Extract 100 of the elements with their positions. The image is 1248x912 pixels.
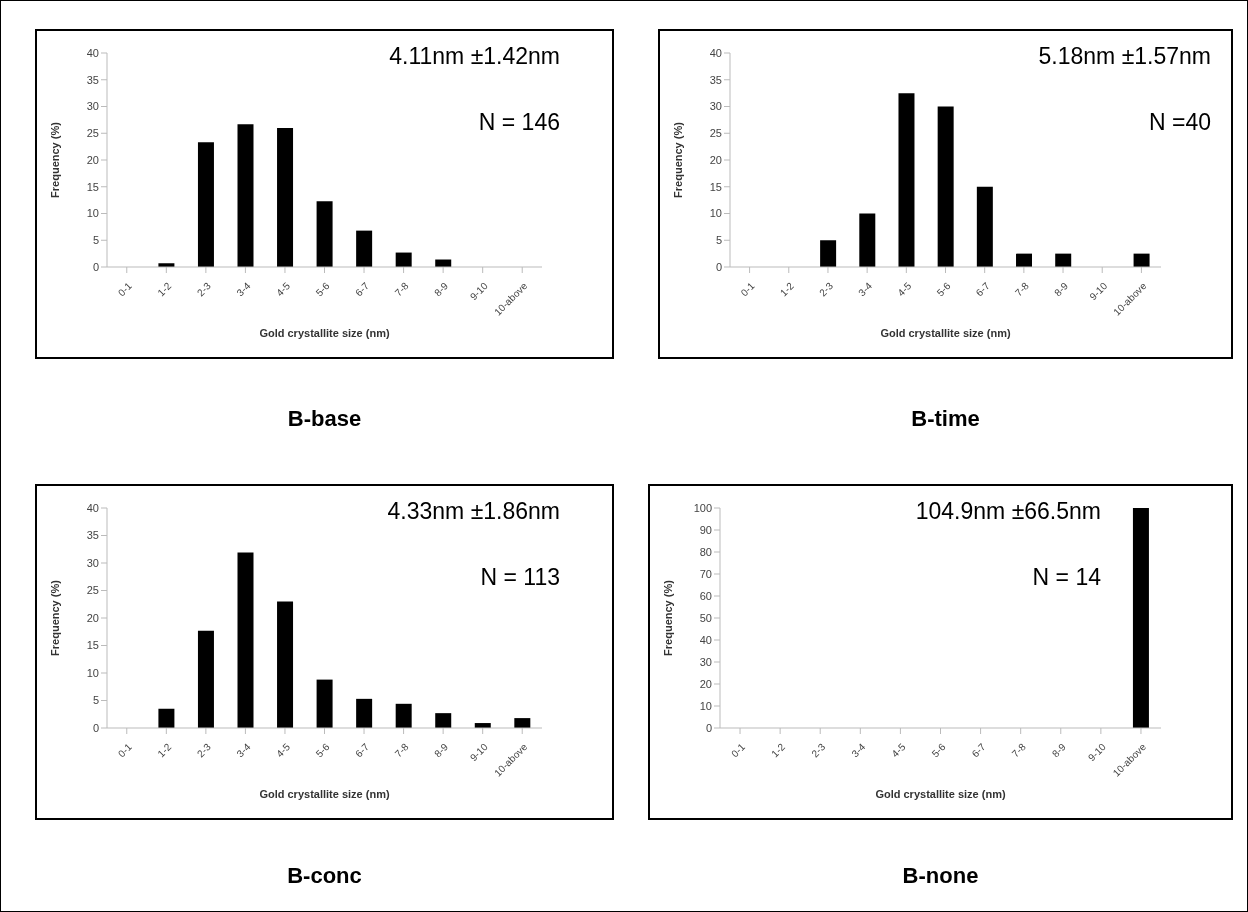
y-tick-label: 35	[709, 73, 722, 86]
y-tick-label: 15	[86, 180, 99, 193]
y-tick-label: 0	[92, 260, 99, 273]
x-axis-title: Gold crystallite size (nm)	[259, 327, 390, 339]
x-tick-label: 5-6	[929, 740, 948, 760]
y-tick-label: 20	[86, 153, 99, 166]
x-tick-label: 1-2	[155, 279, 174, 299]
bar	[237, 124, 254, 267]
x-tick-label: 7-8	[1009, 740, 1029, 760]
y-tick-label: 40	[86, 46, 99, 59]
x-tick-label: 5-6	[313, 740, 332, 760]
y-tick-label: 40	[86, 501, 99, 514]
x-tick-label: 3-4	[234, 740, 253, 760]
y-tick-label: 15	[86, 639, 99, 652]
bar	[395, 252, 412, 267]
x-tick-label: 1-2	[769, 740, 788, 760]
bar	[859, 213, 876, 267]
x-tick-label: 5-6	[313, 279, 332, 299]
x-tick-label: 7-8	[392, 279, 411, 299]
x-tick-label: 4-5	[889, 740, 908, 760]
y-tick-label: 30	[699, 655, 712, 668]
annotation: N = 14	[1032, 564, 1101, 591]
x-tick-label: 6-7	[969, 740, 988, 760]
y-axis-title: Frequency (%)	[48, 121, 61, 198]
y-tick-label: 90	[699, 523, 712, 536]
y-tick-label: 25	[86, 127, 99, 140]
bar	[316, 679, 333, 728]
y-tick-label: 15	[709, 180, 722, 193]
bar	[395, 703, 412, 728]
x-tick-label: 3-4	[849, 740, 868, 760]
x-tick-label: 9-10	[467, 279, 491, 303]
y-tick-label: 35	[86, 529, 99, 542]
y-tick-label: 20	[699, 677, 712, 690]
x-tick-label: 9-10	[1086, 740, 1109, 764]
y-tick-label: 10	[86, 207, 99, 220]
y-tick-label: 35	[86, 73, 99, 86]
y-tick-label: 0	[92, 721, 99, 734]
bar	[435, 713, 452, 728]
x-tick-label: 4-5	[274, 740, 293, 760]
x-tick-label: 2-3	[194, 740, 214, 760]
y-tick-label: 20	[86, 611, 99, 624]
x-tick-label: 3-4	[234, 279, 253, 299]
x-tick-label: 5-6	[934, 279, 953, 299]
x-tick-label: 9-10	[467, 740, 491, 764]
x-tick-label: 2-3	[194, 279, 214, 299]
x-tick-label: 8-9	[432, 740, 451, 760]
y-tick-label: 10	[709, 207, 722, 220]
y-tick-label: 10	[699, 699, 712, 712]
x-tick-label: 0-1	[115, 740, 135, 760]
x-tick-label: 0-1	[738, 279, 757, 299]
x-tick-label: 8-9	[432, 279, 451, 299]
x-tick-label: 7-8	[392, 740, 411, 760]
x-tick-label: 0-1	[729, 740, 748, 760]
y-tick-label: 60	[699, 589, 712, 602]
x-tick-label: 6-7	[353, 279, 372, 299]
annotation: 104.9nm ±66.5nm	[915, 498, 1101, 525]
bar	[1055, 253, 1072, 267]
bar	[898, 93, 915, 267]
y-tick-label: 80	[699, 545, 712, 558]
bar	[197, 142, 214, 267]
bar	[277, 127, 294, 267]
x-tick-label: 6-7	[353, 740, 372, 760]
bar	[356, 230, 373, 267]
y-axis-title: Frequency (%)	[671, 121, 684, 198]
x-tick-label: 0-1	[115, 279, 135, 299]
bar	[237, 552, 254, 728]
x-tick-label: 2-3	[817, 279, 836, 299]
y-tick-label: 0	[715, 260, 722, 273]
bar	[820, 240, 837, 267]
x-tick-label: 9-10	[1087, 279, 1110, 303]
y-axis-title: Frequency (%)	[48, 579, 61, 656]
y-tick-label: 5	[715, 234, 722, 247]
annotation: 4.11nm ±1.42nm	[389, 43, 560, 70]
bar	[1016, 253, 1033, 267]
y-tick-label: 5	[92, 234, 99, 247]
annotation: N = 113	[480, 564, 560, 591]
y-tick-label: 100	[693, 501, 712, 514]
x-tick-label: 4-5	[274, 279, 293, 299]
bar	[514, 718, 531, 728]
x-tick-label: 2-3	[809, 740, 828, 760]
y-tick-label: 0	[705, 721, 712, 734]
annotation: 4.33nm ±1.86nm	[387, 498, 560, 525]
bar	[356, 698, 373, 728]
x-tick-label: 8-9	[1052, 279, 1071, 299]
y-tick-label: 10	[86, 666, 99, 679]
y-tick-label: 25	[86, 584, 99, 597]
x-tick-label: 3-4	[856, 279, 875, 299]
y-tick-label: 40	[699, 633, 712, 646]
bar	[197, 630, 214, 728]
annotation: N = 146	[478, 109, 560, 136]
bar	[277, 601, 294, 728]
y-tick-label: 30	[86, 100, 99, 113]
x-tick-label: 8-9	[1049, 740, 1069, 760]
x-tick-label: 4-5	[895, 279, 914, 299]
y-tick-label: 20	[709, 153, 722, 166]
annotation: N =40	[1148, 109, 1211, 136]
bar	[937, 106, 954, 267]
y-tick-label: 25	[709, 127, 722, 140]
y-tick-label: 30	[709, 100, 722, 113]
x-tick-label: 1-2	[777, 279, 797, 299]
